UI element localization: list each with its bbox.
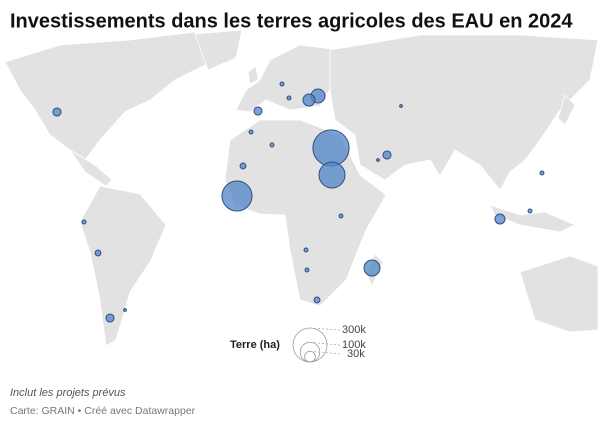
bubble — [286, 95, 292, 101]
legend-circle — [304, 350, 316, 363]
bubble — [123, 308, 127, 312]
bubble — [539, 170, 545, 176]
legend-label: 300k — [342, 324, 366, 336]
bubble — [105, 313, 115, 323]
bubble — [279, 81, 285, 87]
bubble — [303, 247, 309, 253]
bubble — [382, 150, 392, 160]
bubble — [338, 213, 344, 219]
legend-circle — [299, 341, 321, 363]
legend-circle — [292, 327, 328, 363]
bubble — [302, 93, 316, 107]
bubble — [248, 129, 254, 135]
bubble — [239, 162, 247, 170]
bubble — [304, 267, 310, 273]
bubble — [527, 208, 533, 214]
bubble — [376, 158, 380, 162]
legend-leader — [309, 350, 341, 355]
bubble — [312, 129, 350, 167]
bubble — [269, 142, 275, 148]
source: Carte: GRAIN • Créé avec Datawrapper — [10, 405, 196, 417]
title: Investissements dans les terres agricole… — [10, 10, 573, 32]
bubble-layer — [52, 81, 545, 323]
legend-leader — [309, 327, 341, 331]
bubble — [399, 104, 403, 108]
bubble — [81, 219, 87, 225]
bubble — [363, 259, 381, 277]
legend-leader — [309, 341, 341, 346]
legend-label: 30k — [347, 348, 365, 360]
bubble — [253, 106, 263, 116]
bubble — [313, 296, 321, 304]
note: Inclut les projets prévus — [10, 387, 126, 399]
base-map — [4, 29, 599, 347]
bubble — [494, 213, 506, 225]
bubble — [52, 107, 62, 117]
legend-title: Terre (ha) — [230, 339, 280, 351]
bubble — [94, 249, 102, 257]
bubble — [318, 161, 346, 189]
legend-label: 100k — [342, 339, 366, 351]
bubble — [221, 180, 253, 212]
